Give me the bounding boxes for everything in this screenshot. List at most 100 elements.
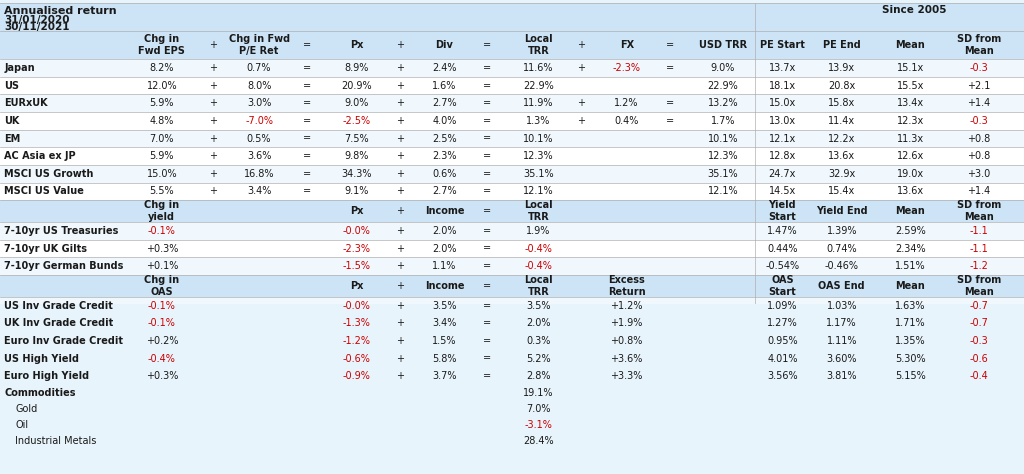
Text: +: + (396, 116, 404, 126)
Text: 12.3%: 12.3% (708, 151, 738, 161)
Text: +: + (396, 319, 404, 328)
Text: +1.4: +1.4 (968, 186, 990, 196)
Text: SD from
Mean: SD from Mean (956, 275, 1001, 297)
Text: 13.9x: 13.9x (828, 63, 855, 73)
Text: -0.4%: -0.4% (147, 354, 176, 364)
Bar (0, 314, 1024, 332)
Text: =: = (666, 98, 674, 108)
Text: +: + (396, 261, 404, 271)
Text: -2.3%: -2.3% (342, 244, 371, 254)
Text: 2.5%: 2.5% (432, 134, 457, 144)
Text: -1.3%: -1.3% (342, 319, 371, 328)
Text: 0.5%: 0.5% (247, 134, 271, 144)
Text: MSCI US Value: MSCI US Value (4, 186, 84, 196)
Text: Commodities: Commodities (4, 388, 76, 398)
Text: Gold: Gold (15, 404, 38, 414)
Text: +: + (396, 169, 404, 179)
Text: =: = (483, 336, 492, 346)
Text: 1.1%: 1.1% (432, 261, 457, 271)
Text: Income: Income (425, 281, 464, 291)
Text: 0.44%: 0.44% (767, 244, 798, 254)
Text: 20.8x: 20.8x (828, 81, 855, 91)
Text: -1.1: -1.1 (970, 244, 988, 254)
Text: MSCI US Growth: MSCI US Growth (4, 169, 93, 179)
Text: +: + (209, 98, 217, 108)
Text: 18.1x: 18.1x (769, 81, 796, 91)
Text: 0.4%: 0.4% (614, 116, 639, 126)
Text: 3.5%: 3.5% (526, 301, 551, 310)
Text: +: + (209, 63, 217, 73)
Text: 5.30%: 5.30% (895, 354, 926, 364)
Text: Px: Px (349, 281, 364, 291)
Text: Local
TRR: Local TRR (524, 201, 553, 222)
Text: +0.8%: +0.8% (610, 336, 643, 346)
Text: AC Asia ex JP: AC Asia ex JP (4, 151, 76, 161)
Text: Chg in Fwd
P/E Ret: Chg in Fwd P/E Ret (228, 34, 290, 56)
Text: +: + (396, 63, 404, 73)
Text: -0.7: -0.7 (970, 319, 988, 328)
Text: 13.4x: 13.4x (897, 98, 924, 108)
Text: Industrial Metals: Industrial Metals (15, 437, 96, 447)
Text: +1.4: +1.4 (968, 98, 990, 108)
Text: +: + (396, 206, 404, 216)
Text: -2.5%: -2.5% (342, 116, 371, 126)
Text: 31/01/2020: 31/01/2020 (4, 15, 70, 25)
Bar (0, 165, 1024, 182)
Text: 22.9%: 22.9% (523, 81, 554, 91)
Text: 3.4%: 3.4% (432, 319, 457, 328)
Text: 2.3%: 2.3% (432, 151, 457, 161)
Text: 12.8x: 12.8x (769, 151, 796, 161)
Text: -0.1%: -0.1% (147, 319, 176, 328)
Text: +: + (209, 186, 217, 196)
Bar (0, 3, 1024, 31)
Text: +: + (577, 40, 585, 50)
Text: 1.9%: 1.9% (526, 226, 551, 236)
Text: =: = (303, 40, 311, 50)
Text: 32.9x: 32.9x (828, 169, 855, 179)
Text: 1.09%: 1.09% (767, 301, 798, 310)
Text: 9.8%: 9.8% (344, 151, 369, 161)
Text: 12.3%: 12.3% (523, 151, 554, 161)
Text: 0.95%: 0.95% (767, 336, 798, 346)
Text: EM: EM (4, 134, 20, 144)
Text: 2.34%: 2.34% (895, 244, 926, 254)
Text: 3.7%: 3.7% (432, 371, 457, 381)
Text: +: + (577, 116, 585, 126)
Text: Japan: Japan (4, 63, 35, 73)
Text: -7.0%: -7.0% (245, 116, 273, 126)
Text: =: = (483, 354, 492, 364)
Text: =: = (483, 151, 492, 161)
Text: 2.0%: 2.0% (432, 226, 457, 236)
Bar (0, 59, 1024, 77)
Bar (0, 297, 1024, 314)
Text: =: = (303, 116, 311, 126)
Text: +3.6%: +3.6% (610, 354, 643, 364)
Bar (0, 367, 1024, 385)
Text: 7-10yr German Bunds: 7-10yr German Bunds (4, 261, 124, 271)
Text: 10.1%: 10.1% (523, 134, 554, 144)
Text: -0.46%: -0.46% (824, 261, 859, 271)
Text: 30/11/2021: 30/11/2021 (4, 22, 70, 32)
Text: =: = (483, 98, 492, 108)
Text: 1.6%: 1.6% (432, 81, 457, 91)
Text: -0.1%: -0.1% (147, 226, 176, 236)
Text: 16.8%: 16.8% (244, 169, 274, 179)
Text: 1.2%: 1.2% (614, 98, 639, 108)
Text: -0.0%: -0.0% (342, 226, 371, 236)
Text: 15.1x: 15.1x (897, 63, 924, 73)
Bar (0, 182, 1024, 200)
Text: 14.5x: 14.5x (769, 186, 796, 196)
Bar (0, 222, 1024, 240)
Text: 8.2%: 8.2% (150, 63, 174, 73)
Text: 11.9%: 11.9% (523, 98, 554, 108)
Text: 24.7x: 24.7x (769, 169, 796, 179)
Bar (0, 350, 1024, 367)
Text: =: = (483, 169, 492, 179)
Text: 12.6x: 12.6x (897, 151, 924, 161)
Text: +: + (209, 134, 217, 144)
Text: USD TRR: USD TRR (699, 40, 746, 50)
Text: Annualised return: Annualised return (4, 6, 117, 16)
Text: -2.3%: -2.3% (612, 63, 641, 73)
Text: 35.1%: 35.1% (523, 169, 554, 179)
Text: 3.60%: 3.60% (826, 354, 857, 364)
